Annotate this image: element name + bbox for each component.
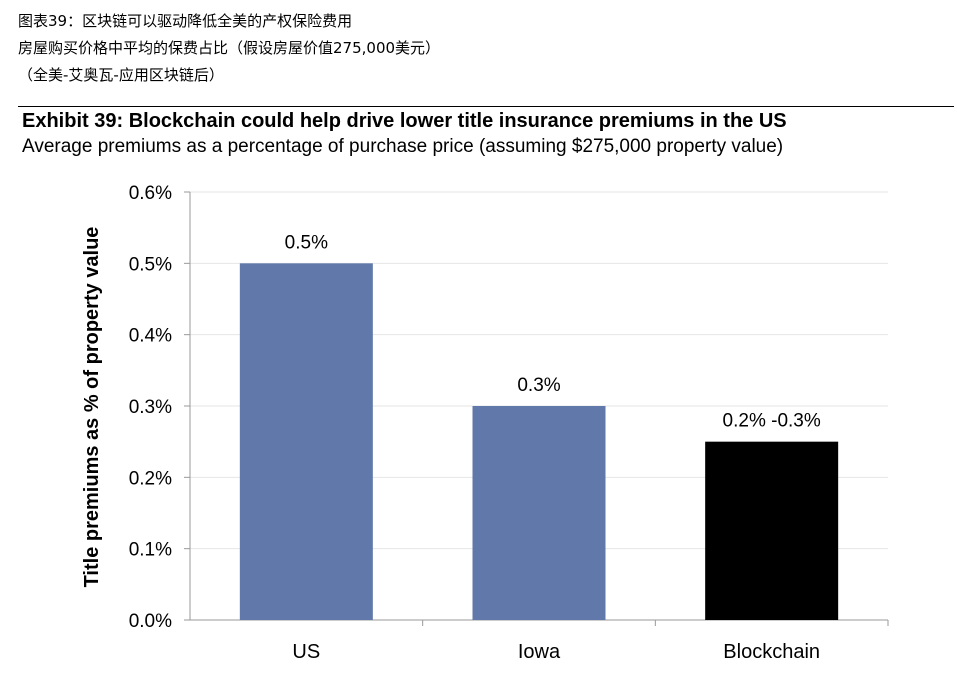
- caption-line-3: （全美-艾奥瓦-应用区块链后）: [18, 66, 224, 84]
- y-tick-label: 0.0%: [129, 611, 172, 632]
- labels: 0.0% 0.1% 0.2% 0.3% 0.4% 0.5% 0.6% 0.5% US 0.3% Io…: [81, 183, 821, 663]
- bar-iowa: [472, 406, 606, 620]
- bar-blockchain: [705, 441, 839, 620]
- x-tick-label: Blockchain: [723, 641, 820, 663]
- data-label: 0.3%: [517, 375, 560, 396]
- bar-us: [239, 263, 373, 620]
- x-tick-label: Iowa: [518, 641, 561, 663]
- y-axis-title: Title premiums as % of property value: [81, 227, 103, 588]
- y-tick-label: 0.1%: [129, 540, 172, 561]
- y-tick-label: 0.2%: [129, 468, 172, 489]
- data-label: 0.2% -0.3%: [723, 411, 821, 432]
- caption-line-1: 图表39：区块链可以驱动降低全美的产权保险费用: [18, 12, 353, 30]
- title-divider: [18, 106, 954, 107]
- caption-line-2: 房屋购买价格中平均的保费占比（假设房屋价值275,000美元）: [18, 39, 441, 57]
- exhibit-title: Exhibit 39: Blockchain could help drive …: [22, 110, 787, 132]
- y-tick-label: 0.6%: [129, 183, 172, 204]
- x-tick-label: US: [292, 641, 320, 663]
- exhibit-subtitle: Average premiums as a percentage of purc…: [22, 136, 784, 157]
- bars: [239, 263, 839, 620]
- y-tick-label: 0.5%: [129, 254, 172, 275]
- y-tick-label: 0.4%: [129, 326, 172, 347]
- data-label: 0.5%: [285, 232, 328, 253]
- y-tick-label: 0.3%: [129, 397, 172, 418]
- chinese-caption: 图表39：区块链可以驱动降低全美的产权保险费用 房屋购买价格中平均的保费占比（假…: [18, 8, 440, 89]
